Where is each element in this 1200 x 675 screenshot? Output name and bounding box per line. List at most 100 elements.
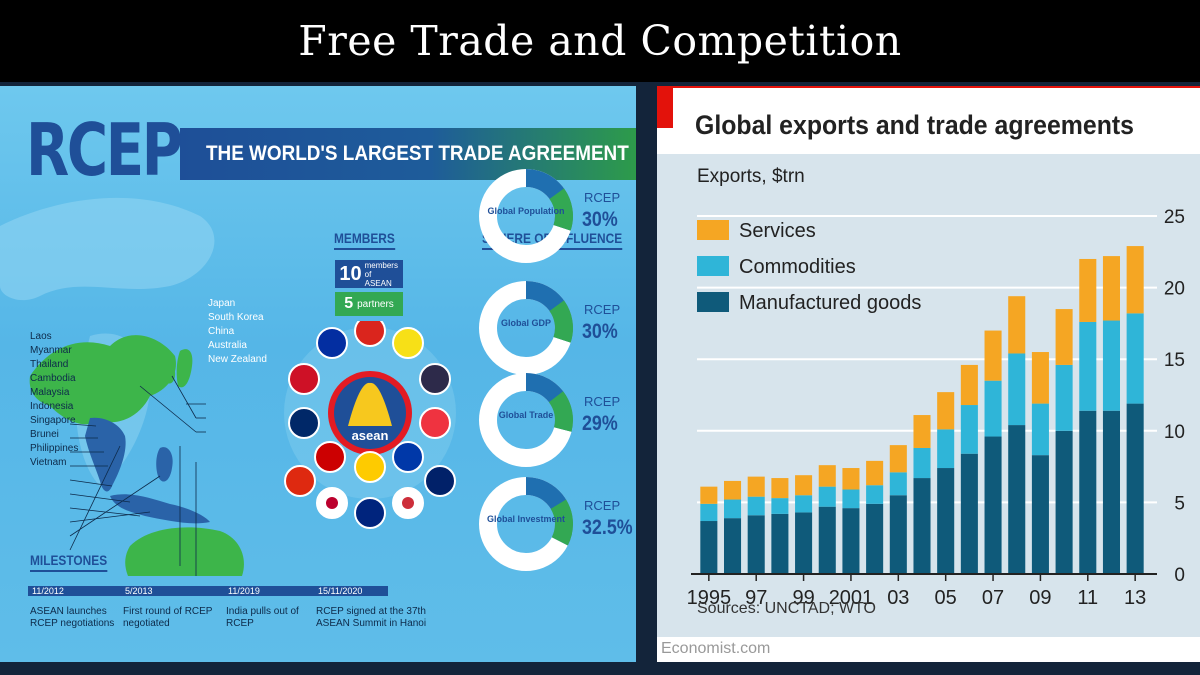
flag-icon-new-zealand	[354, 497, 386, 529]
chart-source: Sources: UNCTAD; WTO	[697, 600, 876, 617]
y-tick-label: 15	[1164, 350, 1185, 371]
chart-title: Global exports and trade agreements	[695, 110, 1134, 140]
bar-segment	[1055, 430, 1073, 574]
bar-segment	[1126, 403, 1144, 574]
economist-red-rule	[673, 86, 1200, 88]
bar-segment	[842, 468, 860, 490]
members-heading: MEMBERS	[334, 230, 395, 250]
bar-segment	[889, 495, 907, 574]
bar-segment	[1031, 403, 1049, 456]
flag-icon-australia	[424, 465, 456, 497]
flag-icon-brunei	[392, 327, 424, 359]
bar-segment	[1031, 455, 1049, 574]
asean-islands	[110, 494, 210, 524]
bar-segment	[866, 485, 884, 504]
x-tick-label: 09	[1029, 587, 1051, 609]
bar-segment	[771, 478, 789, 499]
milestone-text: First round of RCEP negotiated	[123, 606, 213, 629]
bar-segment	[913, 447, 931, 479]
donut-value: 30%	[582, 320, 618, 343]
milestone-date: 11/2019	[228, 586, 260, 596]
china-shape	[29, 335, 176, 425]
flag-icon-singapore	[419, 407, 451, 439]
bar-segment	[747, 515, 765, 574]
bar-segment	[724, 499, 742, 519]
x-tick-label: 07	[982, 587, 1004, 609]
bar-segment	[984, 436, 1002, 574]
member-label: Brunei	[30, 429, 59, 440]
partner-label: New Zealand	[208, 354, 267, 365]
x-tick-label: 2001	[829, 587, 874, 609]
rice-stalks-icon	[348, 382, 392, 426]
flag-icon-philippines	[392, 441, 424, 473]
bar-segment	[866, 503, 884, 574]
member-label: Laos	[30, 331, 52, 342]
bar-segment	[795, 512, 813, 574]
donut-label: Global Population	[487, 206, 565, 216]
milestone-text: ASEAN launches RCEP negotiations	[30, 606, 115, 629]
rcep-subtitle: THE WORLD'S LARGEST TRADE AGREEMENT	[206, 142, 629, 165]
partners-count-box: 5 partners	[335, 292, 403, 316]
y-tick-label: 25	[1164, 207, 1185, 228]
bar-segment	[937, 392, 955, 430]
bar-segment	[1008, 296, 1026, 354]
world-landmass	[0, 197, 215, 301]
flag-icon-japan-sun	[326, 497, 338, 509]
x-tick-label: 97	[745, 587, 767, 609]
member-label: Philippines	[30, 443, 79, 454]
partner-label: South Korea	[208, 312, 264, 323]
bar-segment	[960, 405, 978, 454]
bar-segment	[1055, 364, 1073, 431]
bar-segment	[700, 503, 718, 522]
partner-label: China	[208, 326, 235, 337]
country-flags	[284, 321, 456, 529]
flag-icon-malaysia	[314, 441, 346, 473]
bar-segment	[1102, 410, 1120, 574]
milestone-text: India pulls out of RCEP	[226, 606, 299, 629]
asean-count: 10	[339, 262, 362, 285]
legend-swatch	[697, 256, 729, 276]
y-tick-label: 0	[1174, 565, 1185, 586]
flag-icon-china	[284, 465, 316, 497]
donut-value: 30%	[582, 208, 618, 231]
donut-label: Global GDP	[500, 318, 551, 328]
partner-label: Australia	[208, 340, 247, 351]
bar-segment	[747, 496, 765, 516]
milestone-date: 15/11/2020	[318, 586, 363, 596]
sphere-donut	[479, 477, 573, 571]
bar-segment	[960, 453, 978, 574]
y-tick-label: 5	[1174, 493, 1185, 514]
milestone-timeline	[28, 586, 388, 596]
rcep-title: RCEP	[26, 108, 183, 192]
economist-url: Economist.com	[661, 640, 771, 657]
partners-count-label: partners	[357, 298, 394, 310]
rcep-infographic: THE WORLD'S LARGEST TRADE AGREEMENT RCEP…	[0, 86, 636, 662]
member-label: Thailand	[30, 359, 69, 370]
economist-footer	[657, 637, 1200, 662]
x-tick-label: 99	[792, 587, 814, 609]
bar-segment	[842, 489, 860, 509]
legend-swatch	[697, 292, 729, 312]
bar-segment	[1031, 352, 1049, 404]
donut-rcep-label: RCEP	[584, 190, 621, 205]
philippines-shape	[156, 447, 173, 482]
bar-segment	[842, 508, 860, 574]
bar-segment	[1055, 309, 1073, 365]
sphere-donut	[479, 281, 573, 375]
bar-segment	[1102, 320, 1120, 411]
legend-label: Commodities	[739, 256, 856, 278]
title-bar: Free Trade and Competition	[0, 0, 1200, 82]
bar-segment	[1008, 425, 1026, 574]
milestone-date: 11/2012	[32, 586, 64, 596]
bar-segment	[771, 513, 789, 574]
y-tick-label: 10	[1164, 422, 1185, 443]
korea-shape	[165, 364, 176, 384]
bar-segment	[1102, 256, 1120, 321]
bar-segment	[818, 486, 836, 507]
bar-segment	[984, 380, 1002, 437]
legend-swatch	[697, 220, 729, 240]
y-axis-label: Exports, $trn	[697, 166, 805, 187]
bar-segment	[1079, 410, 1097, 574]
